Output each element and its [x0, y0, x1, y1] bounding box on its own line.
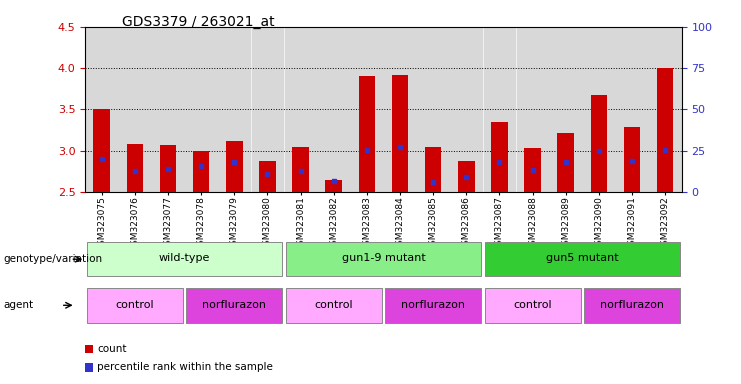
- Point: [262, 171, 273, 177]
- Point: [328, 178, 339, 184]
- Bar: [93, 109, 110, 192]
- Text: gun1-9 mutant: gun1-9 mutant: [342, 253, 425, 263]
- Bar: [193, 151, 210, 192]
- Point: [659, 147, 671, 153]
- Text: percentile rank within the sample: percentile rank within the sample: [97, 362, 273, 372]
- Text: norflurazon: norflurazon: [600, 300, 664, 310]
- Bar: [359, 76, 375, 192]
- Point: [394, 144, 406, 151]
- Bar: [392, 75, 408, 192]
- Text: GDS3379 / 263021_at: GDS3379 / 263021_at: [122, 15, 275, 29]
- Bar: [458, 161, 474, 192]
- Bar: [451, 27, 482, 192]
- Bar: [219, 27, 250, 192]
- Bar: [186, 288, 282, 323]
- Bar: [286, 242, 481, 276]
- Bar: [293, 147, 309, 192]
- Bar: [252, 27, 283, 192]
- Text: agent: agent: [4, 300, 34, 310]
- Bar: [384, 27, 416, 192]
- Bar: [616, 27, 648, 192]
- Bar: [583, 27, 615, 192]
- Bar: [152, 27, 184, 192]
- Bar: [351, 27, 383, 192]
- Point: [228, 159, 240, 166]
- Bar: [385, 288, 481, 323]
- Point: [494, 159, 505, 166]
- Text: norflurazon: norflurazon: [401, 300, 465, 310]
- Point: [295, 168, 307, 174]
- Bar: [425, 147, 442, 192]
- Text: genotype/variation: genotype/variation: [4, 254, 103, 264]
- Point: [626, 157, 638, 164]
- Bar: [550, 27, 582, 192]
- Bar: [417, 27, 449, 192]
- Bar: [286, 288, 382, 323]
- Bar: [87, 288, 183, 323]
- Bar: [226, 141, 242, 192]
- Text: control: control: [514, 300, 552, 310]
- Text: gun5 mutant: gun5 mutant: [546, 253, 619, 263]
- Point: [460, 174, 472, 180]
- Bar: [127, 144, 143, 192]
- Bar: [649, 27, 681, 192]
- Text: count: count: [97, 344, 127, 354]
- Point: [196, 162, 207, 169]
- Bar: [491, 122, 508, 192]
- Point: [96, 156, 107, 162]
- Point: [428, 179, 439, 185]
- Bar: [484, 27, 515, 192]
- Bar: [318, 27, 350, 192]
- Bar: [557, 132, 574, 192]
- Bar: [485, 242, 680, 276]
- Point: [162, 166, 174, 172]
- Bar: [160, 145, 176, 192]
- Bar: [185, 27, 217, 192]
- Bar: [485, 288, 581, 323]
- Bar: [85, 363, 93, 372]
- Bar: [525, 148, 541, 192]
- Point: [559, 159, 571, 166]
- Text: norflurazon: norflurazon: [202, 300, 266, 310]
- Point: [361, 147, 373, 153]
- Bar: [325, 180, 342, 192]
- Point: [527, 167, 539, 173]
- Bar: [86, 27, 118, 192]
- Bar: [87, 242, 282, 276]
- Bar: [119, 27, 151, 192]
- Bar: [85, 344, 93, 353]
- Text: wild-type: wild-type: [159, 253, 210, 263]
- Bar: [285, 27, 316, 192]
- Point: [593, 148, 605, 154]
- Text: control: control: [116, 300, 154, 310]
- Bar: [259, 161, 276, 192]
- Bar: [624, 127, 640, 192]
- Text: control: control: [314, 300, 353, 310]
- Bar: [584, 288, 680, 323]
- Point: [129, 168, 141, 174]
- Bar: [657, 68, 674, 192]
- Bar: [591, 95, 607, 192]
- Bar: [516, 27, 548, 192]
